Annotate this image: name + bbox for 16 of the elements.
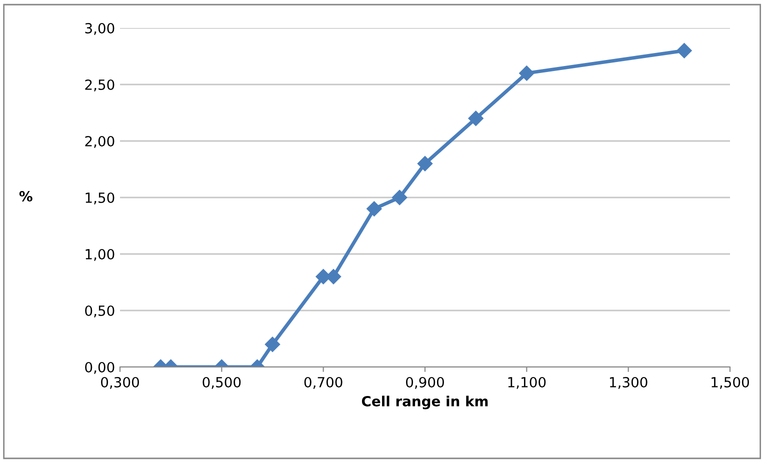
x-tick-label: 0,900 bbox=[406, 376, 444, 389]
x-tick-label: 1,100 bbox=[508, 376, 546, 389]
x-tick-label: 0,300 bbox=[101, 376, 139, 389]
x-axis-title: Cell range in km bbox=[362, 396, 488, 410]
y-axis-title: % bbox=[19, 191, 32, 202]
y-tick-label: 0,50 bbox=[85, 305, 114, 318]
x-tick-label: 1,300 bbox=[610, 376, 648, 389]
x-tick-label: 1,500 bbox=[712, 376, 749, 389]
y-tick-label: 2,00 bbox=[85, 136, 114, 148]
y-tick-label: 0,00 bbox=[85, 362, 114, 374]
y-tick-label: 1,50 bbox=[86, 192, 114, 204]
x-tick-label: 0,700 bbox=[304, 376, 342, 389]
y-tick-label: 3,00 bbox=[85, 22, 114, 35]
x-tick-label: 0,500 bbox=[202, 376, 241, 389]
y-tick-label: 1,00 bbox=[86, 248, 114, 261]
y-tick-label: 2,50 bbox=[85, 79, 114, 92]
